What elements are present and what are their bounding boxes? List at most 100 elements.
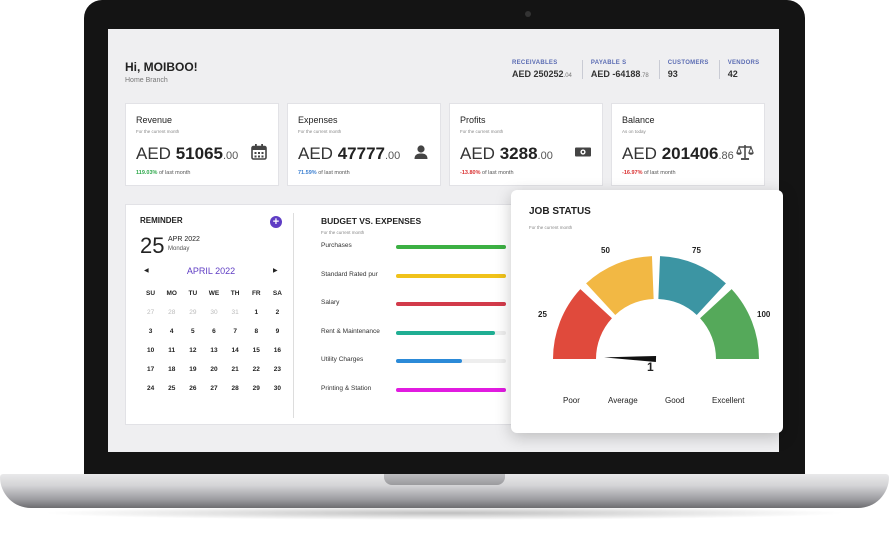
prev-month-icon[interactable]: ◀: [144, 268, 149, 274]
kpi-payables[interactable]: PAYABLE S AED -64188.78: [581, 60, 659, 79]
calendar-day[interactable]: 11: [168, 347, 176, 354]
job-status-title: JOB STATUS: [529, 206, 591, 217]
budget-label: Printing & Station: [321, 385, 372, 392]
revenue-card[interactable]: Revenue For the current month AED 51065.…: [125, 103, 279, 186]
calendar-day[interactable]: 13: [210, 347, 218, 354]
budget-bar-fill: [396, 330, 495, 335]
kpi-value: 93: [667, 69, 678, 79]
gauge-label-poor: Poor: [563, 396, 580, 405]
calendar-day[interactable]: 19: [189, 366, 197, 373]
calendar-month: APRIL 2022: [186, 266, 236, 276]
calendar-day[interactable]: 27: [146, 309, 155, 316]
calendar-day[interactable]: 30: [273, 385, 282, 392]
card-title: Revenue: [136, 115, 173, 125]
budget-bar-track: [396, 273, 506, 278]
card-title: Expenses: [298, 115, 338, 125]
card-change: -13.80% of last month: [460, 170, 514, 176]
weekday-header: SU: [146, 290, 156, 297]
calendar-day[interactable]: 5: [191, 328, 195, 335]
calendar-day[interactable]: 7: [233, 328, 237, 335]
budget-bar-fill: [396, 359, 462, 364]
card-subtitle: For the current month: [298, 129, 342, 134]
weekday-header: WE: [208, 290, 220, 297]
calendar-day[interactable]: 1: [254, 309, 259, 316]
budget-bar-fill: [396, 302, 506, 307]
job-status-card: JOB STATUS For the current month 25 50 7…: [511, 190, 783, 433]
budget-row[interactable]: Standard Rated pur: [321, 271, 511, 281]
budget-row[interactable]: Salary: [321, 299, 511, 309]
calendar-day[interactable]: 2: [275, 309, 280, 316]
calendar-day[interactable]: 31: [231, 309, 239, 316]
scale-icon: [736, 145, 754, 160]
kpi-label: PAYABLE S: [590, 60, 627, 66]
card-title: Balance: [622, 115, 655, 125]
calendar-day[interactable]: 6: [212, 328, 216, 335]
calendar-day[interactable]: 23: [273, 366, 282, 373]
branch-name[interactable]: Home Branch: [125, 77, 168, 84]
calendar-day[interactable]: 21: [231, 366, 239, 373]
kpi-receivables[interactable]: RECEIVABLES AED 250252.04: [504, 60, 582, 79]
gauge-needle: [604, 356, 657, 362]
calendar-day[interactable]: 28: [168, 309, 176, 316]
kpi-label: CUSTOMERS: [667, 60, 709, 66]
calendar-day[interactable]: 12: [189, 347, 197, 354]
card-title: Profits: [460, 115, 486, 125]
budget-bar-track: [396, 330, 506, 335]
reminder-budget-card: REMINDER + 25 APR 2022 Monday ◀ APRIL 20…: [125, 204, 515, 425]
budget-row[interactable]: Printing & Station: [321, 385, 511, 395]
calendar-day[interactable]: 18: [168, 366, 176, 373]
budget-bar-track: [396, 302, 506, 307]
calendar-day[interactable]: 10: [146, 347, 155, 354]
calendar-day[interactable]: 3: [148, 328, 153, 335]
kpi-vendors[interactable]: VENDORS 42: [718, 60, 770, 79]
budget-row[interactable]: Purchases: [321, 242, 511, 252]
gauge-label-average: Average: [608, 396, 638, 405]
budget-subtitle: For the current month: [321, 230, 365, 235]
camera-icon: [525, 11, 531, 17]
calendar-day[interactable]: 30: [210, 309, 218, 316]
expenses-card[interactable]: Expenses For the current month AED 47777…: [287, 103, 441, 186]
card-value: AED 51065.00: [136, 144, 239, 163]
calendar-day[interactable]: 25: [168, 385, 176, 392]
calendar-day[interactable]: 24: [146, 385, 155, 392]
calendar-day[interactable]: 9: [275, 328, 280, 335]
calendar-day[interactable]: 14: [231, 347, 239, 354]
balance-card[interactable]: Balance As on today AED 201406.86 -16.97…: [611, 103, 765, 186]
kpi-customers[interactable]: CUSTOMERS 93: [658, 60, 719, 79]
budget-label: Purchases: [321, 242, 352, 249]
budget-bar-track: [396, 245, 506, 249]
calendar-day[interactable]: 28: [231, 385, 239, 392]
gauge-tick: 100: [757, 310, 771, 319]
selected-weekday: Monday: [168, 246, 190, 252]
kpi-bar: RECEIVABLES AED 250252.04 PAYABLE S AED …: [504, 60, 769, 79]
greeting: Hi, MOIBOO!: [125, 60, 198, 74]
profits-card[interactable]: Profits For the current month AED 3288.0…: [449, 103, 603, 186]
kpi-label: RECEIVABLES: [512, 60, 558, 66]
calendar-day[interactable]: 4: [169, 328, 174, 335]
card-change: -16.97% of last month: [622, 170, 676, 176]
calendar-day[interactable]: 16: [273, 347, 282, 354]
gauge-tick: 25: [538, 310, 547, 319]
calendar-day[interactable]: 26: [189, 385, 197, 392]
calendar-icon: [251, 144, 267, 160]
calendar-day[interactable]: 29: [252, 385, 260, 392]
calendar-day[interactable]: 20: [210, 366, 218, 373]
next-month-icon[interactable]: ▶: [273, 268, 278, 274]
calendar-day[interactable]: 15: [252, 347, 260, 354]
budget-row[interactable]: Utility Charges: [321, 356, 511, 366]
add-reminder-button[interactable]: +: [270, 216, 282, 228]
calendar-day[interactable]: 22: [252, 366, 260, 373]
calendar-day[interactable]: 8: [254, 328, 259, 335]
calendar-day[interactable]: 27: [210, 385, 218, 392]
gauge-segment: [658, 256, 726, 315]
gauge-tick: 50: [601, 246, 610, 255]
budget-label: Standard Rated pur: [321, 270, 378, 278]
card-subtitle: For the current month: [460, 129, 504, 134]
weekday-header: SA: [272, 290, 282, 297]
calendar-grid: SU MO TU WE TH FR SA 27 28 29 30 31 1 2 3 4 5 6 7 8 9 10 11 12 1…: [140, 289, 288, 394]
budget-row[interactable]: Rent & Maintenance: [321, 328, 511, 338]
budget-label: Salary: [321, 299, 340, 307]
laptop-notch: [384, 474, 505, 485]
calendar-day[interactable]: 29: [189, 309, 197, 316]
calendar-day[interactable]: 17: [146, 366, 155, 373]
